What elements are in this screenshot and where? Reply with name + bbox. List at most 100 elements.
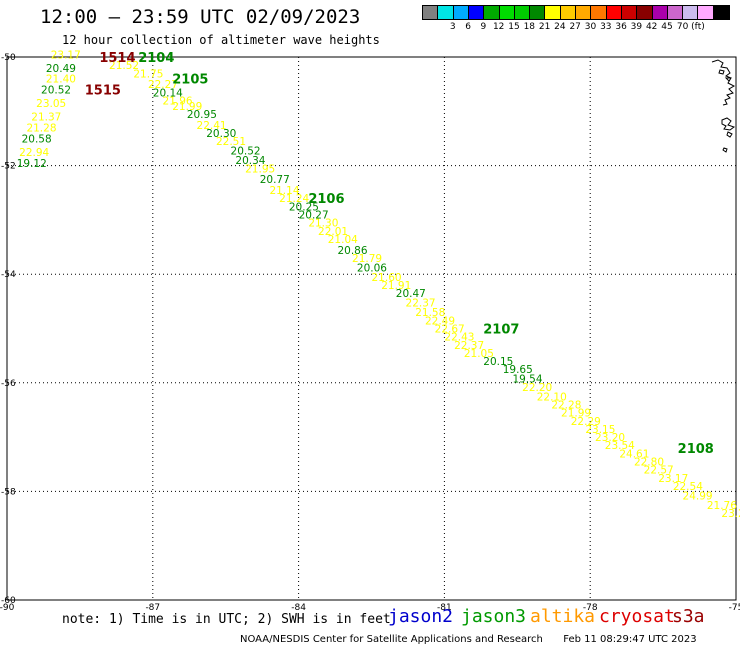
wave-height-label: 21.91	[381, 280, 411, 292]
color-scale-label: 3	[449, 22, 456, 32]
wave-height-label: 21.60	[372, 272, 402, 284]
color-scale-label: 15	[508, 22, 520, 32]
wave-height-label: 20.86	[337, 245, 367, 257]
color-scale-label: 21	[538, 22, 551, 32]
legend-item-jason2: jason2	[388, 606, 454, 627]
color-scale-label: 18	[523, 22, 536, 32]
wave-height-label: 23.20	[595, 432, 625, 444]
pass-time-label: 2107	[483, 323, 519, 338]
wave-height-label: 21.30	[308, 218, 338, 230]
wave-height-label: 23.15	[585, 424, 615, 436]
lon-tick-label: -78	[583, 603, 598, 613]
wave-height-label: 21.99	[172, 101, 202, 113]
wave-height-label: 20.27	[299, 209, 329, 221]
coastline	[711, 59, 736, 153]
wave-height-label: 20.47	[396, 288, 426, 300]
pass-time-label: 2106	[308, 192, 344, 207]
color-scale-label: 30	[584, 22, 597, 32]
legend-item-s3a: s3a	[672, 606, 705, 627]
axis-ticks: -90 -87 -84 -81 -78 -75 -50 -52 -54 -56 -58 -60	[0, 53, 740, 613]
wave-height-label: 19.54	[512, 373, 542, 385]
lat-tick-label: -58	[1, 487, 16, 497]
wave-height-label: 21.79	[352, 253, 382, 265]
wave-height-label: 20.25	[289, 201, 319, 213]
wave-height-label: 20.58	[22, 133, 52, 145]
wave-height-label: 23.17	[658, 473, 688, 485]
lon-tick-label: -75	[729, 603, 740, 613]
wave-height-label: 21.52	[109, 60, 139, 72]
credit-text: NOAA/NESDIS Center for Satellite Applica…	[240, 634, 543, 645]
timestamp-text: Feb 11 08:29:47 UTC 2023	[563, 634, 697, 645]
lat-tick-label: -52	[1, 162, 16, 172]
wave-height-label: 20.06	[357, 263, 387, 275]
pass-time-label: 2104	[138, 51, 174, 66]
legend-item-cryosat: cryosat	[599, 606, 675, 627]
wave-height-label: 22.54	[673, 481, 703, 493]
wave-height-label: 21.75	[133, 68, 163, 80]
wave-height-label: 20.95	[187, 109, 217, 121]
map-subtitle: 12 hour collection of altimeter wave hei…	[62, 33, 380, 47]
wave-height-label: 21.40	[46, 74, 76, 86]
color-scale-label: 36	[615, 22, 627, 32]
wave-height-label: 20.52	[41, 85, 71, 97]
wave-height-label: 24.61	[619, 448, 649, 460]
wave-height-label: 22.28	[551, 400, 581, 412]
wave-height-label: 21.28	[26, 123, 56, 135]
data-labels: 23.1720.4921.4020.5223.0521.3721.2820.58…	[17, 49, 740, 520]
wave-height-label: 22.67	[435, 324, 465, 336]
wave-height-label: 21.95	[245, 163, 275, 175]
color-scale-label: 9	[480, 22, 487, 32]
lon-tick-label: -84	[291, 603, 306, 613]
lon-tick-label: -81	[437, 603, 452, 613]
wave-height-label: 21.05	[464, 348, 494, 360]
wave-height-label: 21.76	[707, 500, 737, 512]
wave-height-label: 21.96	[163, 95, 193, 107]
wave-height-label: 20.77	[260, 174, 290, 186]
wave-height-label: 21.58	[415, 307, 445, 319]
wave-height-label: 23.23	[721, 508, 740, 520]
wave-height-label: 19.65	[503, 364, 533, 376]
pass-time-labels: 1514 2104 2105 1515 2106 2107 2108	[85, 51, 714, 457]
wave-height-label: 21.37	[31, 112, 61, 124]
wave-height-label: 24.99	[683, 491, 713, 503]
plot-frame	[6, 56, 737, 601]
wave-height-label: 22.10	[537, 391, 567, 403]
wave-height-label: 22.41	[197, 120, 227, 132]
wave-height-label: 23.17	[51, 49, 81, 61]
pass-time-label: 1514	[99, 51, 135, 66]
wave-height-label: 21.04	[328, 234, 358, 246]
color-scale-label: 6	[465, 22, 471, 32]
color-scale-label: 42	[645, 22, 658, 32]
color-scale-label: 39	[630, 22, 643, 32]
color-scale-label: 24	[554, 22, 566, 32]
lat-tick-label: -56	[1, 379, 16, 389]
legend-item-altika: altika	[530, 606, 596, 627]
wave-height-label: 20.34	[235, 155, 265, 167]
wave-height-label: 20.14	[153, 87, 183, 99]
wave-height-label: 21.14	[269, 185, 299, 197]
wave-height-label: 23.05	[36, 98, 66, 110]
lat-tick-label: -50	[1, 53, 16, 63]
color-scale-label: 45	[661, 22, 673, 32]
wave-height-label: 22.49	[425, 315, 455, 327]
credit-line: NOAA/NESDIS Center for Satellite Applica…	[240, 634, 697, 645]
wave-height-label: 21.99	[561, 408, 591, 420]
pass-time-label: 2105	[172, 73, 208, 88]
color-scale-label: 33	[600, 22, 612, 32]
wave-height-label: 19.12	[17, 158, 47, 170]
wave-height-label: 20.52	[231, 145, 261, 157]
color-scale-label: 12	[492, 22, 505, 32]
wave-height-label: 20.30	[206, 128, 236, 140]
wave-height-label: 22.51	[216, 136, 246, 148]
lat-tick-label: -60	[1, 596, 16, 606]
color-scale-label: 70 (ft)	[676, 22, 705, 32]
wave-height-label: 22.27	[148, 79, 178, 91]
wave-height-label: 22.01	[318, 226, 348, 238]
wave-height-label: 22.57	[644, 465, 674, 477]
color-scale-label: 27	[569, 22, 581, 32]
lon-tick-label: -87	[145, 603, 160, 613]
legend-item-jason3: jason3	[461, 606, 527, 627]
wave-height-label: 22.94	[19, 147, 49, 159]
wave-height-label: 23.54	[605, 440, 635, 452]
